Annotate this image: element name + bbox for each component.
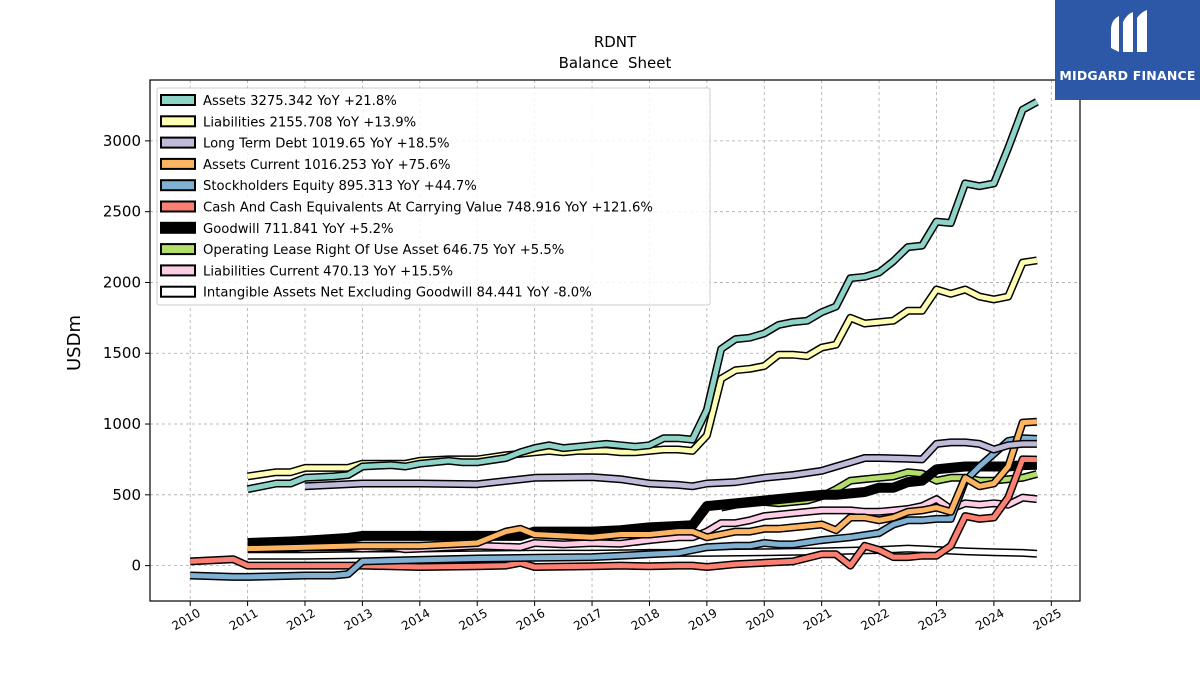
legend-label: Long Term Debt 1019.65 YoY +18.5%	[203, 137, 450, 152]
legend-label: Cash And Cash Equivalents At Carrying Va…	[203, 201, 653, 216]
x-tick-label: 2020	[744, 606, 777, 633]
legend-swatch	[160, 285, 196, 298]
series-line	[190, 456, 1037, 570]
series-outline	[247, 459, 1038, 548]
legend-label: Assets 3275.342 YoY +21.8%	[203, 94, 397, 109]
legend-swatch	[160, 243, 196, 256]
x-tick-label: 2015	[456, 606, 489, 633]
y-tick-label: 1000	[103, 415, 141, 433]
chart-subtitle: Balance Sheet	[559, 54, 672, 72]
legend-label: Stockholders Equity 895.313 YoY +44.7%	[203, 179, 477, 194]
legend: Assets 3275.342 YoY +21.8% Liabilities 21…	[156, 87, 711, 306]
y-tick-label: 500	[112, 486, 141, 504]
y-tick-label: 1500	[103, 344, 141, 362]
x-tick-label: 2018	[629, 606, 662, 633]
x-tick-label: 2024	[973, 606, 1006, 633]
x-axis-ticks: 2010 2011 2012 2013 2014 2015 2016 2017 2018 2019…	[169, 601, 1064, 633]
y-tick-label: 3000	[103, 132, 141, 150]
x-tick-label: 2013	[342, 606, 375, 633]
series-line	[304, 439, 1037, 489]
x-tick-label: 2010	[169, 606, 202, 633]
brand-logo: MIDGARD FINANCE	[1055, 0, 1200, 100]
midgard-logo-icon	[1111, 10, 1147, 52]
y-tick-label: 2500	[103, 203, 141, 221]
legend-swatch	[160, 157, 196, 170]
legend-swatch	[160, 264, 196, 277]
x-tick-label: 2022	[858, 606, 891, 633]
y-axis-label: USDm	[64, 315, 85, 371]
legend-label: Operating Lease Right Of Use Asset 646.7…	[203, 243, 564, 258]
x-tick-label: 2016	[514, 606, 547, 633]
x-tick-label: 2011	[227, 606, 260, 633]
plot-frame	[149, 79, 1081, 602]
legend-swatch	[160, 179, 196, 192]
series-line	[247, 546, 1038, 559]
legend-swatch	[160, 200, 196, 213]
x-tick-label: 2017	[571, 606, 604, 633]
x-tick-label: 2021	[801, 606, 834, 633]
series-line	[247, 99, 1039, 492]
x-tick-label: 2019	[686, 606, 719, 633]
legend-swatch	[160, 221, 196, 234]
legend-label: Liabilities Current 470.13 YoY +15.5%	[203, 264, 453, 279]
x-tick-label: 2025	[1031, 606, 1064, 633]
series-line	[247, 419, 1038, 552]
legend-swatch	[160, 115, 196, 128]
series-lines	[189, 98, 1039, 581]
x-tick-label: 2023	[916, 606, 949, 633]
y-tick-label: 0	[131, 557, 141, 575]
legend-label: Liabilities 2155.708 YoY +13.9%	[203, 115, 416, 130]
legend-swatch	[160, 94, 196, 106]
x-tick-label: 2012	[284, 606, 317, 633]
legend-label: Intangible Assets Net Excluding Goodwill…	[203, 286, 592, 301]
legend-label: Goodwill 711.841 YoY +5.2%	[203, 222, 394, 237]
chart-title: RDNT	[594, 33, 637, 51]
x-tick-label: 2014	[399, 606, 432, 633]
legend-label: Assets Current 1016.253 YoY +75.6%	[203, 158, 451, 173]
legend-box	[156, 87, 711, 306]
y-tick-label: 2000	[103, 273, 141, 291]
brand-name: MIDGARD FINANCE	[1059, 68, 1196, 83]
legend-swatch	[160, 136, 196, 149]
y-axis-ticks: 0 500 1000 1500 2000 2500 3000	[103, 132, 150, 575]
